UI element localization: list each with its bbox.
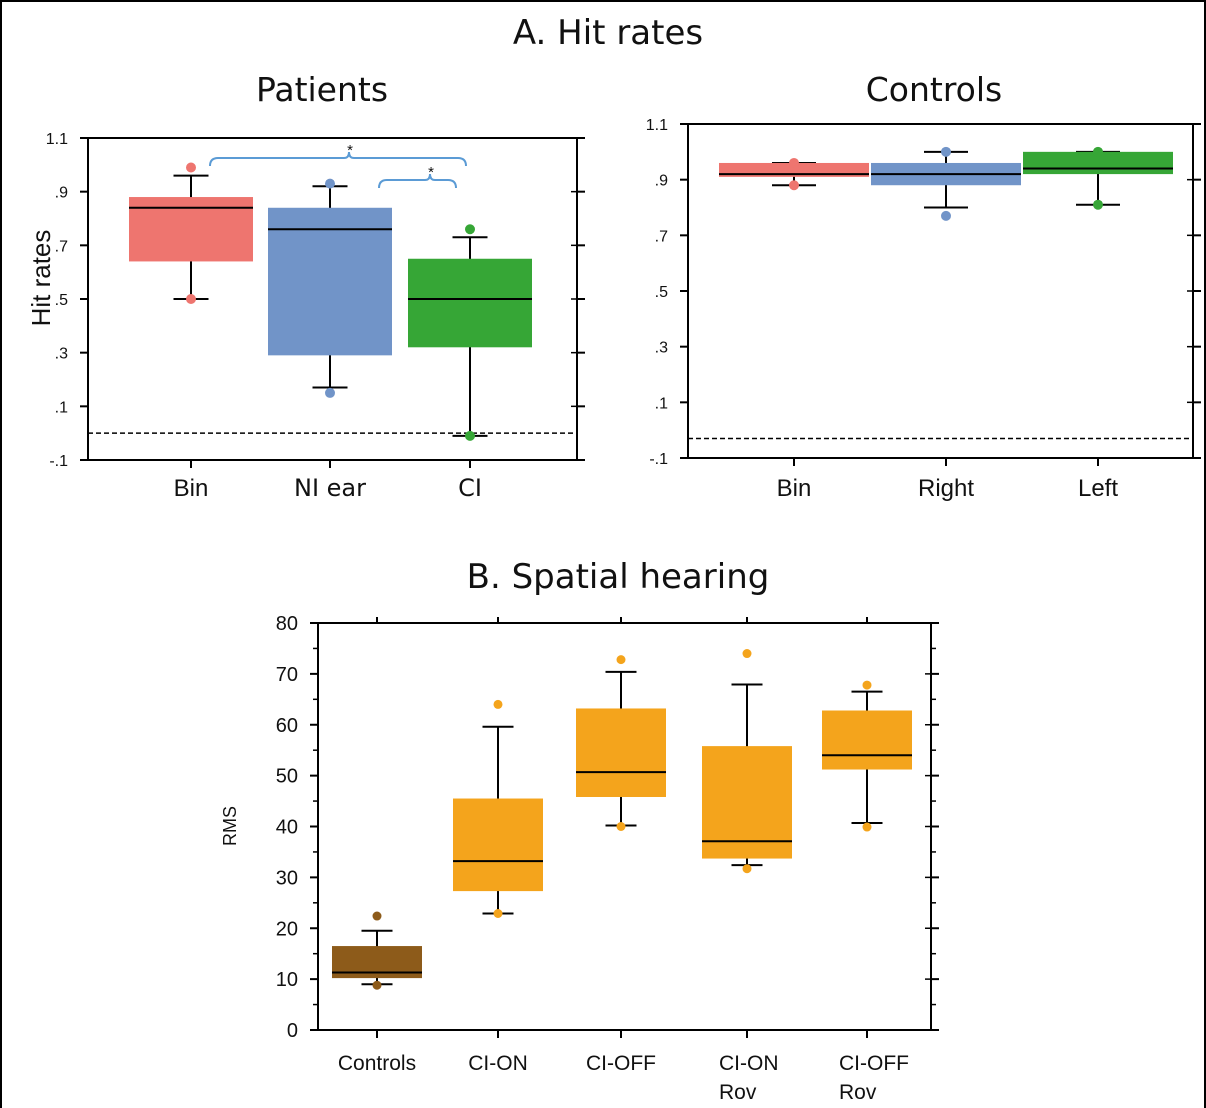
y-axis-label: Hit rates [26, 230, 56, 327]
outlier-point [325, 387, 335, 398]
y-tick-label: .5 [655, 284, 668, 301]
y-tick-label: 10 [276, 969, 298, 991]
y-axis-label: RMS [220, 806, 240, 846]
x-category-label: Left [1078, 475, 1118, 502]
significance-label: * [347, 142, 353, 159]
y-tick-label: .9 [655, 173, 668, 190]
x-category-label: NI ear [294, 474, 366, 502]
outlier-point [742, 864, 752, 874]
outlier-point [325, 178, 335, 189]
outlier-point [186, 294, 196, 304]
figure-title-b: B. Spatial hearing [467, 557, 770, 597]
box-2 [268, 178, 392, 398]
bracket-line [378, 173, 457, 189]
x-category-label: Rov [839, 1081, 877, 1104]
outlier-point [616, 822, 626, 831]
x-category-label: CI-OFF [586, 1052, 656, 1075]
x-category-label: CI-OFF [839, 1052, 909, 1075]
charts-group: Patients Hit rates 1.1 .9 .7 .5 .3 .1 -.1 Bin NI e… [26, 70, 1201, 1104]
chart-title: Patients [256, 70, 388, 109]
y-tick-label: 1.1 [646, 117, 668, 134]
box-1 [129, 162, 253, 304]
outlier-point [372, 980, 382, 990]
chart-1: Patients Hit rates 1.1 .9 .7 .5 .3 .1 -.1 Bin NI e… [26, 70, 585, 502]
y-tick-label: .9 [55, 185, 68, 202]
y-tick-label: 60 [276, 715, 298, 737]
outlier-point [372, 911, 382, 921]
chart-3: RMS 0 10 20 30 40 50 60 70 80 Controls CI-ON CI-OFF C… [220, 613, 939, 1104]
y-tick-label: 40 [276, 817, 298, 839]
y-tick-label: 50 [276, 766, 298, 788]
outlier-point [941, 210, 951, 221]
box-5 [822, 680, 912, 832]
outlier-point [1093, 199, 1103, 210]
x-category-label: Bin [777, 475, 812, 502]
y-tick-label: .3 [655, 340, 668, 357]
box-1 [332, 911, 422, 990]
outlier-point [742, 649, 752, 659]
outlier-point [493, 699, 503, 709]
y-tick-label: .5 [55, 292, 68, 309]
outlier-point [465, 224, 475, 235]
y-tick-label: .3 [55, 346, 68, 363]
outlier-point [1093, 146, 1103, 157]
outlier-point [616, 655, 626, 665]
box-2 [871, 146, 1021, 221]
y-tick-label: .1 [655, 395, 668, 412]
box-2 [453, 699, 543, 918]
y-tick-label: .7 [55, 238, 68, 255]
x-category-label: Bin [174, 475, 209, 502]
bracket-line [209, 151, 467, 167]
outlier-point [941, 146, 951, 157]
y-tick-label: -.1 [49, 453, 68, 470]
box-body [702, 746, 792, 859]
significance-bracket: * [209, 142, 467, 167]
significance-label: * [428, 164, 434, 181]
x-category-label: CI-ON [719, 1052, 779, 1075]
chart-title: Controls [866, 70, 1002, 109]
x-category-label: Right [918, 475, 974, 502]
x-category-label: CI [458, 474, 482, 502]
y-tick-label: 20 [276, 918, 298, 940]
box-body [129, 197, 253, 262]
box-3 [1023, 146, 1173, 210]
box-body [822, 710, 912, 770]
x-category-label: Rov [719, 1081, 757, 1104]
y-tick-label: 70 [276, 664, 298, 686]
y-tick-label: -.1 [649, 451, 668, 468]
chart-2: Controls 1.1 .9 .7 .5 .3 .1 -.1 Bin Right Left [646, 70, 1201, 502]
outlier-point [789, 157, 799, 168]
y-tick-label: 80 [276, 613, 298, 635]
box-body [268, 207, 392, 356]
y-tick-label: 30 [276, 867, 298, 889]
box-body [408, 258, 532, 348]
outlier-point [862, 822, 872, 832]
box-3 [408, 224, 532, 441]
y-tick-label: 0 [287, 1020, 298, 1042]
box-body [576, 708, 666, 797]
outlier-point [493, 908, 503, 918]
box-1 [719, 157, 869, 191]
outlier-point [186, 162, 196, 173]
outlier-point [862, 680, 872, 690]
outlier-point [465, 430, 475, 441]
significance-bracket: * [378, 164, 457, 189]
outlier-point [789, 180, 799, 191]
y-tick-label: 1.1 [46, 131, 68, 148]
box-4 [702, 649, 792, 874]
figure-title-a: A. Hit rates [513, 13, 703, 53]
y-tick-label: .7 [655, 228, 668, 245]
box-3 [576, 655, 666, 831]
box-body [453, 798, 543, 892]
x-category-label: Controls [338, 1052, 416, 1075]
y-tick-label: .1 [55, 399, 68, 416]
x-category-label: CI-ON [468, 1052, 528, 1075]
